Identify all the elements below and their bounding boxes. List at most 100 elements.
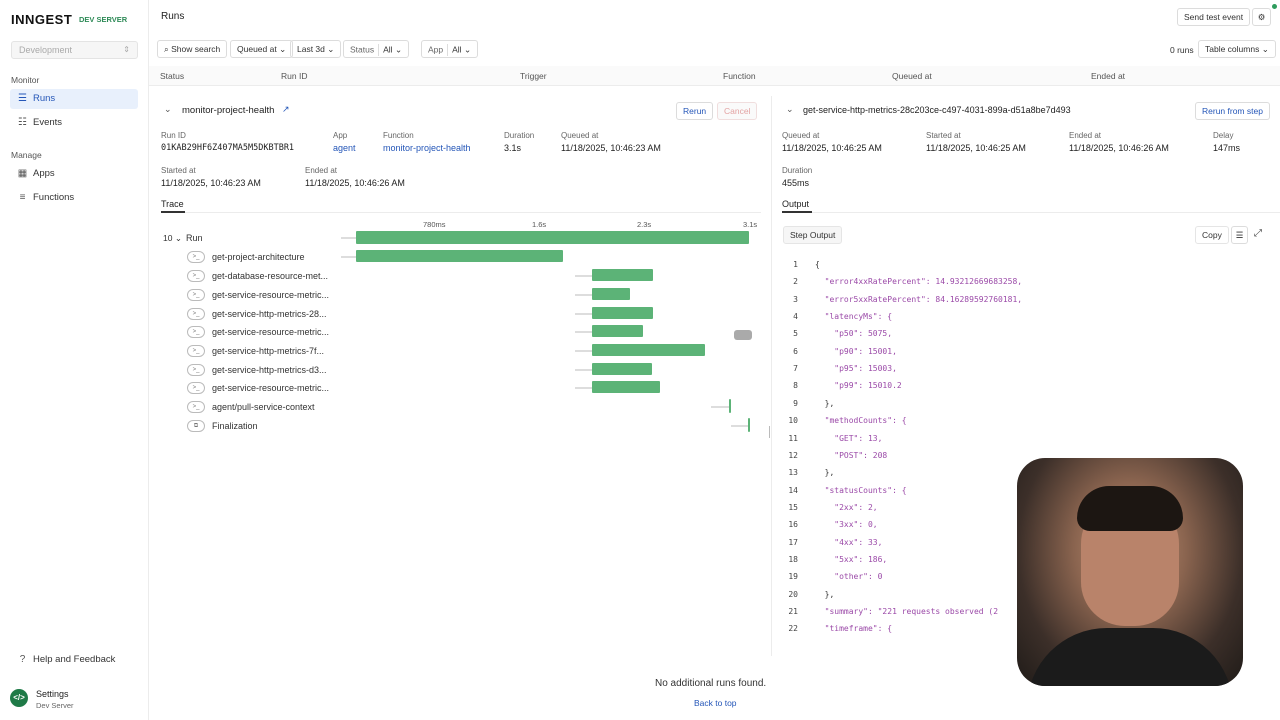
trace-step-bar[interactable] [592,307,653,319]
col-trigger[interactable]: Trigger [520,71,547,81]
inngest-logo[interactable]: INNGEST [11,12,73,27]
line-number: 14 [788,485,798,495]
step-icon: >_ [187,345,205,357]
code-line: 11 "GET": 13, [782,434,882,451]
trace-step-label[interactable]: get-service-http-metrics-d3... [212,365,327,375]
code-line: 2 "error4xxRatePercent": 14.932126696832… [782,277,1022,294]
run-count-toggle[interactable]: 10 ⌄ [163,233,182,243]
col-function[interactable]: Function [723,71,756,81]
back-to-top-link[interactable]: Back to top [694,698,737,708]
line-number: 7 [793,364,798,374]
code-text: { [815,260,820,269]
trace-tick: 2.3s [637,220,652,229]
trace-step-label[interactable]: get-service-http-metrics-28... [212,309,327,319]
code-line: 6 "p90": 15001, [782,347,897,364]
collapse-chevron-icon[interactable]: ⌄ [164,104,172,114]
trace-step-bar[interactable] [592,269,653,281]
run-bar[interactable] [356,231,749,244]
rerun-button[interactable]: Rerun [676,102,714,120]
step-icon: >_ [187,308,205,320]
trace-step-bar[interactable] [592,325,643,337]
help-feedback-link[interactable]: ? Help and Feedback [10,650,138,670]
code-line: 22 "timeframe": { [782,624,892,641]
sidebar-item-apps[interactable]: ▦ Apps [10,164,138,184]
app-link[interactable]: agent [333,143,356,153]
settings-icon[interactable]: </> [10,689,28,707]
trace-step-label[interactable]: get-service-resource-metric... [212,383,330,393]
col-ended-at[interactable]: Ended at [1091,71,1126,81]
output-tab-underline [782,211,812,213]
time-field-select[interactable]: Queued at ⌄ [230,40,294,58]
status-filter[interactable]: Status All ⌄ [343,40,410,58]
trace-step-bar[interactable] [592,288,630,300]
trace-step-bar[interactable] [748,418,750,432]
code-line: 10 "methodCounts": { [782,416,906,433]
collapse-chevron-icon[interactable]: ⌄ [786,104,794,114]
col-queued-at[interactable]: Queued at [892,71,932,81]
environment-select[interactable]: Development ⇕ [11,41,138,59]
code-text: "error4xxRatePercent": 14.93212669683258… [815,277,1023,287]
trace-step-bar[interactable] [729,399,731,413]
wrap-lines-icon[interactable]: ☰ [1231,226,1248,244]
col-run-id[interactable]: Run ID [281,71,308,81]
chevron-down-icon: ⌄ [279,44,287,54]
code-text: }, [815,398,835,408]
trace-step-bar[interactable] [592,363,652,375]
show-search-button[interactable]: ⌕ Show search [157,40,228,58]
code-text: "p95": 15003, [815,364,897,374]
cancel-button[interactable]: Cancel [717,102,758,120]
line-number: 18 [788,554,798,564]
line-number: 12 [788,450,798,460]
trace-step-bar[interactable] [592,381,660,393]
runs-count: 0 runs [1170,45,1194,55]
code-line: 5 "p50": 5075, [782,329,892,346]
gear-icon[interactable]: ⚙ [1252,8,1271,26]
trace-step-label[interactable]: Finalization [212,421,258,431]
trace-tab[interactable]: Trace [161,199,184,209]
copy-button[interactable]: Copy [1195,226,1229,244]
expand-icon[interactable]: ⤢ [1254,228,1262,239]
monitor-section-label: Monitor [11,75,40,85]
trace-step-bar[interactable] [592,344,705,356]
code-line: 20 }, [782,590,834,607]
line-number: 16 [788,520,798,530]
code-line: 12 "POST": 208 [782,451,887,468]
trace-wait-line [575,350,592,352]
trace-step-label[interactable]: get-service-resource-metric... [212,290,330,300]
trace-step-label[interactable]: agent/pull-service-context [212,402,315,412]
step-output-button[interactable]: Step Output [783,226,843,244]
code-line: 14 "statusCounts": { [782,485,906,503]
step-ended-label: Ended at [1069,131,1102,140]
send-test-event-button[interactable]: Send test event [1177,8,1251,26]
rerun-from-step-button[interactable]: Rerun from step [1195,102,1270,120]
trace-step-label[interactable]: get-service-resource-metric... [212,327,330,337]
trace-step-label[interactable]: get-project-architecture [212,252,305,262]
line-number: 3 [793,294,798,304]
environment-select-value: Development [19,45,73,55]
settings-link[interactable]: Settings [36,689,69,699]
external-link-icon[interactable]: ↗ [282,104,290,114]
output-tab[interactable]: Output [782,199,810,209]
function-link[interactable]: monitor-project-health [383,143,471,153]
line-number: 2 [793,277,798,287]
manage-section-label: Manage [11,150,42,160]
app-filter[interactable]: App All ⌄ [421,40,479,58]
col-status[interactable]: Status [160,71,185,81]
trace-step-label[interactable]: get-database-resource-met... [212,271,329,281]
sidebar-item-events[interactable]: ☷ Events [10,113,138,133]
table-columns-button[interactable]: Table columns ⌄ [1198,40,1276,58]
code-text: "p99": 15010.2 [815,381,902,391]
line-number: 13 [788,468,798,478]
trace-wait-line [575,275,592,277]
trace-step-bar[interactable] [356,250,563,262]
time-range-select[interactable]: Last 3d ⌄ [290,40,342,58]
code-text: "GET": 13, [815,433,883,443]
sidebar-item-functions[interactable]: ≡ Functions [10,188,138,208]
code-text: "timeframe": { [815,624,893,634]
trace-wait-line [575,294,592,296]
sidebar-item-runs[interactable]: ☰ Runs [10,89,138,109]
trace-step-label[interactable]: get-service-http-metrics-7f... [212,346,325,356]
step-queued-value: 11/18/2025, 10:46:25 AM [782,143,882,153]
code-text: "p90": 15001, [815,346,897,356]
code-text: "summary": "221 requests observed (2 [815,607,999,616]
